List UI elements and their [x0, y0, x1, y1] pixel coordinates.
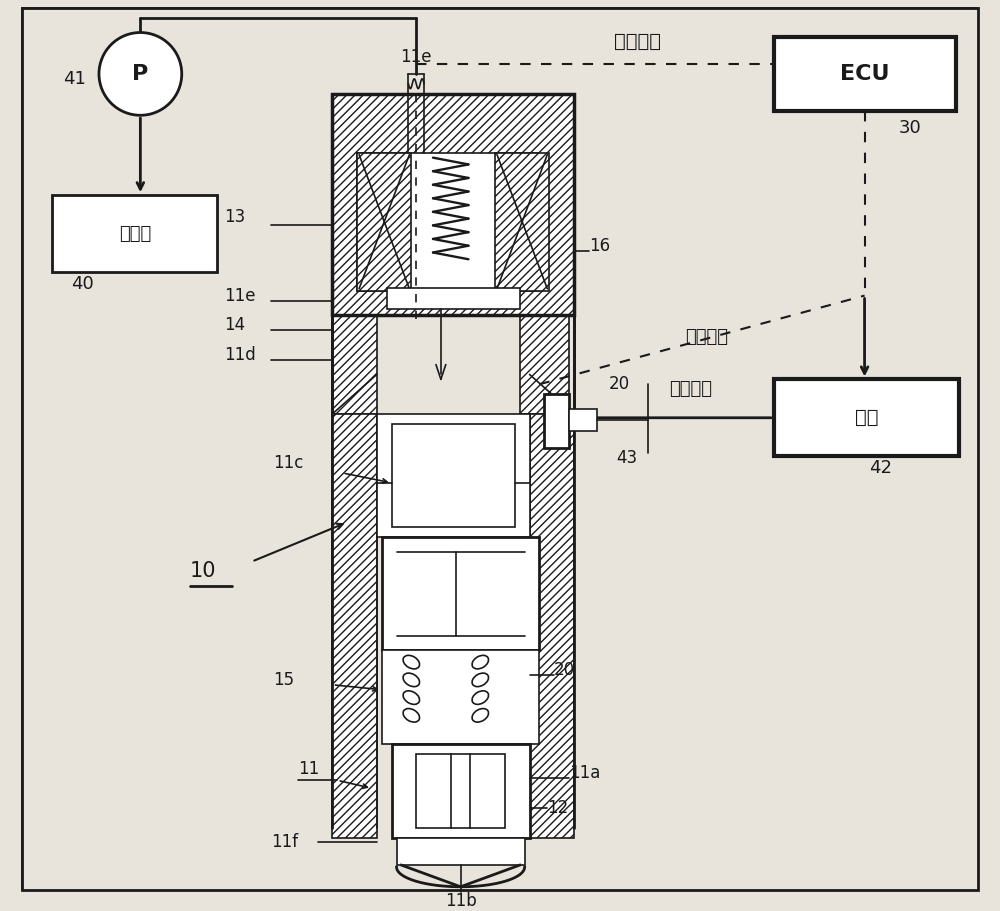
Text: P: P — [132, 64, 148, 84]
Text: 共轨: 共轨 — [855, 408, 878, 427]
Bar — [387, 288, 520, 310]
Bar — [332, 315, 377, 414]
Bar — [332, 414, 377, 837]
Text: 高压燃料: 高压燃料 — [669, 380, 712, 398]
Text: 16: 16 — [589, 238, 610, 255]
Text: 11b: 11b — [445, 892, 476, 910]
Bar — [530, 414, 574, 837]
Text: 11: 11 — [298, 760, 319, 778]
Bar — [520, 315, 569, 414]
Bar — [332, 315, 377, 414]
Text: 20: 20 — [554, 661, 575, 679]
Text: 14: 14 — [224, 316, 245, 334]
Text: 11a: 11a — [569, 764, 600, 783]
Bar — [530, 414, 574, 837]
Text: 43: 43 — [616, 449, 637, 467]
Bar — [544, 394, 569, 448]
Text: 20: 20 — [608, 375, 630, 394]
Text: 11d: 11d — [224, 345, 256, 363]
Bar — [569, 409, 597, 431]
Text: 11e: 11e — [400, 48, 432, 67]
Text: 通电信号: 通电信号 — [614, 32, 661, 51]
Text: ECU: ECU — [840, 64, 889, 84]
Bar — [495, 153, 549, 291]
Text: 15: 15 — [273, 670, 295, 689]
Text: 30: 30 — [899, 119, 922, 137]
Text: 10: 10 — [190, 561, 216, 581]
Bar — [392, 424, 515, 527]
Bar — [377, 414, 530, 537]
Text: 12: 12 — [547, 799, 569, 817]
Circle shape — [99, 33, 182, 116]
Bar — [332, 94, 574, 315]
Text: 42: 42 — [869, 459, 892, 477]
Polygon shape — [332, 315, 544, 414]
Bar — [332, 414, 377, 837]
Bar — [332, 94, 574, 315]
Text: 11c: 11c — [273, 454, 304, 472]
Bar — [52, 195, 217, 272]
Bar — [357, 153, 539, 291]
Text: 压力信号: 压力信号 — [685, 328, 728, 346]
Bar — [520, 315, 569, 414]
Bar — [774, 37, 956, 111]
Text: 燃料筱: 燃料筱 — [119, 224, 152, 242]
Bar — [774, 379, 959, 456]
Bar — [332, 94, 574, 315]
Bar — [357, 153, 411, 291]
Bar — [357, 153, 411, 291]
Text: 41: 41 — [63, 70, 86, 87]
Bar — [382, 537, 539, 650]
Text: 13: 13 — [224, 208, 245, 226]
Bar — [416, 753, 505, 828]
Bar — [495, 153, 549, 291]
Bar — [382, 650, 539, 744]
Text: 11f: 11f — [271, 834, 299, 852]
Bar — [397, 837, 525, 865]
Text: 40: 40 — [71, 275, 94, 292]
Bar — [392, 744, 530, 837]
Text: 11e: 11e — [224, 287, 256, 304]
